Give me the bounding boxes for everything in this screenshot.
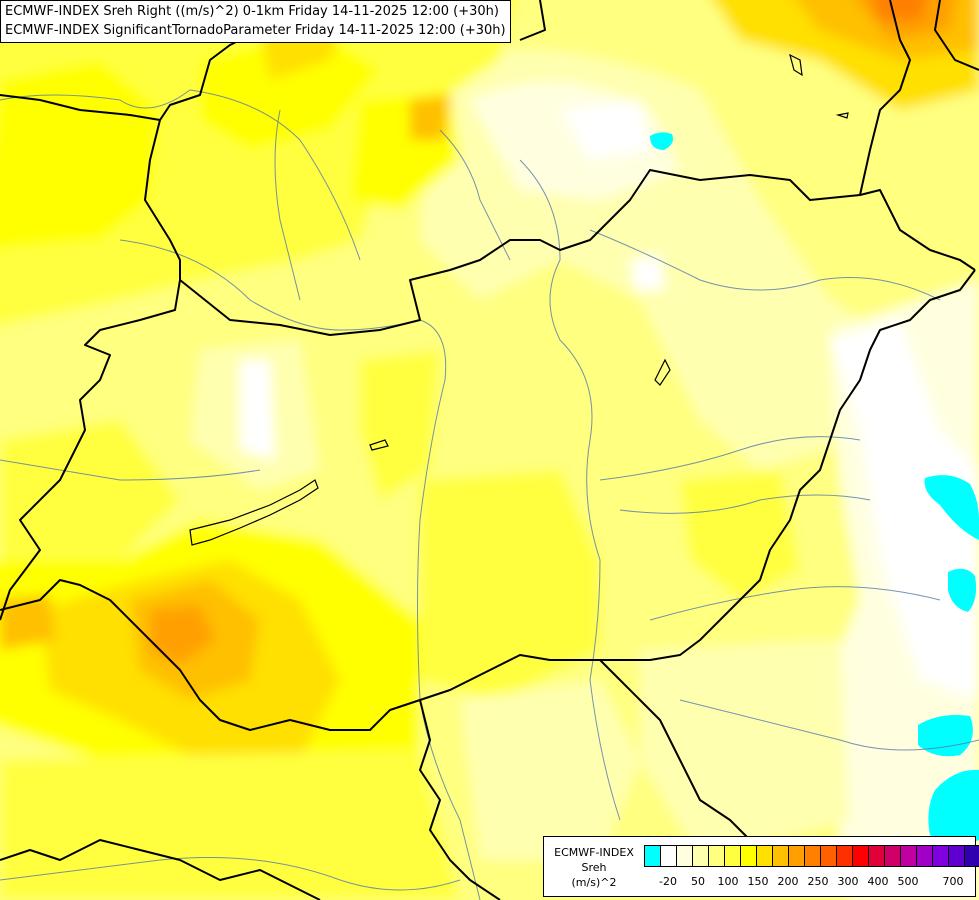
legend-swatch: [660, 845, 677, 867]
legend-swatch: [676, 845, 693, 867]
legend-tick-label: 200: [777, 875, 799, 888]
legend-tick-label: 300: [837, 875, 859, 888]
legend-swatch: [692, 845, 709, 867]
legend-title-line-1: ECMWF-INDEX: [554, 846, 634, 859]
color-legend: ECMWF-INDEX Sreh (m/s)^2 -20 50 100 150 200 2…: [543, 836, 979, 897]
map-title-sreh: ECMWF-INDEX Sreh Right ((m/s)^2) 0-1km F…: [5, 4, 499, 19]
legend-ticks: -20 50 100 150 200 250 300 400 500 700: [544, 875, 975, 891]
rivers: [0, 89, 979, 900]
legend-swatch: [820, 845, 837, 867]
legend-title-line-2: Sreh: [581, 861, 607, 874]
legend-swatch: [900, 845, 917, 867]
legend-tick-label: 700: [942, 875, 964, 888]
legend-tick-label: 250: [807, 875, 829, 888]
legend-swatch: [852, 845, 869, 867]
legend-tick-label: 100: [717, 875, 739, 888]
legend-swatch: [836, 845, 853, 867]
negative-sreh-patches: [650, 132, 979, 844]
legend-tick-label: 400: [867, 875, 889, 888]
legend-swatch: [788, 845, 805, 867]
legend-swatches: [644, 845, 979, 867]
map-title-box: ECMWF-INDEX Sreh Right ((m/s)^2) 0-1km F…: [0, 0, 511, 43]
legend-swatch: [868, 845, 885, 867]
lakes: [189, 53, 849, 546]
legend-swatch: [724, 845, 741, 867]
legend-tick-label: 50: [691, 875, 705, 888]
legend-title: ECMWF-INDEX Sreh (m/s)^2: [548, 845, 640, 890]
legend-swatch: [964, 845, 979, 867]
legend-swatch: [740, 845, 757, 867]
legend-swatch: [932, 845, 949, 867]
legend-tick-label: 150: [747, 875, 769, 888]
legend-swatch: [916, 845, 933, 867]
legend-swatch: [644, 845, 661, 867]
legend-swatch: [772, 845, 789, 867]
legend-swatch: [884, 845, 901, 867]
map-title-stp: ECMWF-INDEX SignificantTornadoParameter …: [5, 23, 506, 38]
legend-title-line-3: (m/s)^2: [571, 876, 617, 889]
legend-tick-label: -20: [659, 875, 677, 888]
legend-tick-label: 500: [897, 875, 919, 888]
legend-swatch: [708, 845, 725, 867]
legend-swatch: [948, 845, 965, 867]
legend-swatch: [804, 845, 821, 867]
legend-swatch: [756, 845, 773, 867]
